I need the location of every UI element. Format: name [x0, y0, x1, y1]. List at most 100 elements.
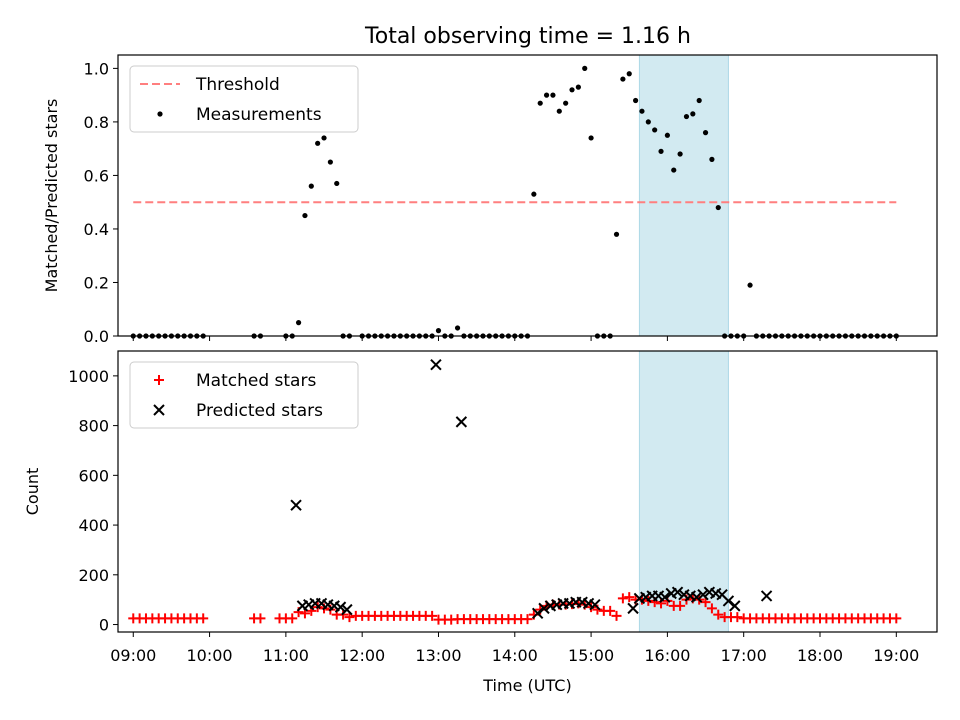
measurement-point: [671, 167, 677, 173]
matched-star-marker: [706, 603, 717, 614]
x-tick-label: 11:00: [263, 646, 309, 665]
measurement-point: [315, 140, 321, 146]
predicted-star-marker: [760, 590, 773, 602]
y-tick-label: 0: [99, 616, 109, 635]
x-tick-label: 18:00: [797, 646, 843, 665]
measurement-point: [632, 97, 639, 104]
predicted-star-marker: [690, 591, 703, 603]
measurement-point: [582, 65, 588, 71]
measurement-point: [747, 282, 753, 288]
legend-measurement-key: [157, 111, 163, 117]
measurement-point: [645, 119, 651, 125]
y-tick-label: 0.4: [84, 220, 109, 239]
measurement-point: [569, 87, 575, 93]
y-tick-label: 200: [78, 566, 109, 585]
matched-star-marker: [522, 614, 533, 625]
legend-matched-key: [154, 375, 164, 385]
x-tick-label: 13:00: [415, 646, 461, 665]
y-tick-label: 600: [78, 466, 109, 485]
x-tick-label: 17:00: [721, 646, 767, 665]
axes-frame: [117, 54, 938, 337]
measurement-point: [308, 183, 314, 189]
x-tick-label: 09:00: [110, 646, 156, 665]
predicted-star-marker: [290, 499, 302, 511]
legend-label: Predicted stars: [196, 401, 323, 421]
matched-star-marker: [675, 600, 686, 611]
predicted-star-marker: [341, 603, 353, 616]
measurement-point: [664, 132, 670, 138]
measurement-point: [295, 320, 302, 326]
matched-star-marker: [624, 592, 635, 603]
y-tick-label: 0.8: [84, 113, 109, 132]
measurement-point: [563, 100, 569, 106]
legend-box: [129, 361, 359, 429]
measurement-point: [531, 191, 537, 197]
predicted-star-marker: [697, 588, 709, 601]
predicted-star-marker: [627, 602, 639, 615]
matched-star-marker: [344, 612, 355, 623]
legend-label: Threshold: [195, 75, 280, 95]
measurement-point: [334, 180, 340, 187]
matched-star-marker: [732, 612, 743, 623]
measurement-point: [575, 84, 581, 90]
measurement-point: [302, 212, 308, 219]
measurement-point: [715, 204, 721, 211]
y-tick-label: 1000: [68, 367, 109, 386]
matched-star-marker: [611, 610, 622, 621]
legend-label: Measurements: [196, 105, 322, 125]
predicted-star-marker: [659, 591, 671, 603]
measurement-point: [652, 127, 658, 133]
matched-star-marker: [713, 609, 724, 620]
measurement-point: [709, 156, 715, 162]
matched-star-marker: [198, 613, 209, 624]
predicted-star-marker: [538, 602, 550, 615]
measurement-point: [550, 92, 556, 98]
measurement-point: [626, 71, 632, 77]
x-tick-label: 15:00: [568, 646, 614, 665]
predicted-star-marker: [430, 358, 442, 371]
y-tick-label: 0.2: [84, 273, 109, 292]
x-tick-label: 12:00: [339, 646, 385, 665]
axes-frame: [117, 350, 938, 633]
y-tick-label: 400: [78, 516, 109, 535]
measurement-point: [639, 108, 645, 114]
x-axis-label: Time (UTC): [482, 676, 571, 695]
matched-star-marker: [427, 610, 438, 621]
predicted-star-marker: [589, 598, 601, 611]
matched-star-marker: [287, 613, 298, 624]
predicted-star-marker: [455, 416, 468, 428]
bottom-panel: 0 200 400 600 800 1000 09:00 10:00 11:00 12:00 13:…: [23, 350, 938, 695]
y-axis-label: Matched/Predicted stars: [42, 99, 61, 293]
matched-star-marker: [700, 597, 711, 608]
measurement-point: [677, 151, 683, 157]
legend-label: Matched stars: [196, 371, 316, 391]
measurement-point: [321, 135, 327, 141]
legend-box: [129, 65, 359, 133]
x-tick-label: 10:00: [187, 646, 233, 665]
observing-window-band: [638, 350, 729, 633]
legend-predicted-key: [153, 404, 165, 416]
matched-star-marker: [605, 605, 616, 616]
y-tick-label: 0.0: [84, 327, 109, 346]
y-axis-label: Count: [23, 468, 42, 516]
measurement-point: [620, 76, 626, 82]
measurement-point: [690, 111, 696, 117]
matched-star-marker: [299, 608, 310, 619]
top-panel: 0.0 0.2 0.4 0.6 0.8 1.0 Matched/Predicted star…: [42, 54, 938, 346]
x-tick-label: 16:00: [644, 646, 690, 665]
y-tick-label: 1.0: [84, 59, 109, 78]
measurement-point: [683, 113, 690, 120]
measurement-point: [613, 231, 620, 237]
x-tick-label: 14:00: [492, 646, 538, 665]
measurement-point: [556, 108, 562, 114]
measurement-point: [543, 92, 550, 98]
measurement-point: [588, 135, 594, 141]
predicted-star-marker: [729, 600, 741, 612]
predicted-star-marker: [334, 601, 347, 613]
measurement-point: [454, 325, 461, 331]
x-tick-label: 19:00: [873, 646, 919, 665]
measurement-point: [327, 159, 333, 165]
matched-star-marker: [891, 613, 902, 624]
measurement-point: [702, 130, 709, 136]
